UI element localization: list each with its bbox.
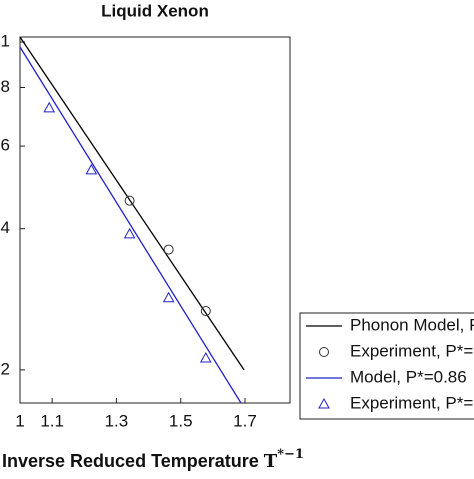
x-tick-label: 1 [15, 411, 24, 430]
x-label-symbol: T [264, 451, 278, 472]
legend-label: Experiment, P*= [350, 393, 473, 412]
x-label-text: Inverse Reduced Temperature [2, 451, 259, 471]
plot-frame [19, 36, 291, 404]
x-axis-label: Inverse Reduced Temperature T*−1 [2, 447, 304, 473]
legend-label: Model, P*=0.86 [350, 367, 467, 386]
data-point [163, 244, 174, 255]
y-tick-label: 8 [1, 77, 10, 96]
data-point [200, 306, 211, 317]
data-point [199, 351, 212, 363]
series-line [19, 36, 245, 371]
x-tick-label: 1.3 [105, 411, 129, 430]
y-tick-label: 2 [1, 359, 10, 378]
data-point [85, 163, 98, 175]
legend-label: Experiment, P*= [350, 341, 473, 360]
y-tick-label: 1 [1, 32, 10, 51]
data-point [124, 195, 135, 206]
y-tick-label: 6 [1, 136, 10, 155]
x-tick-label: 1.7 [233, 411, 257, 430]
x-tick-label: 1.1 [40, 411, 64, 430]
legend-label: Phonon Model, P [350, 315, 474, 334]
chart-title: Liquid Xenon [101, 1, 209, 20]
series-line [19, 46, 242, 404]
legend-box [299, 312, 474, 420]
legend-swatch [319, 347, 329, 357]
x-tick-label: 1.5 [169, 411, 193, 430]
data-point [43, 101, 56, 113]
y-tick-label: 4 [1, 218, 10, 237]
legend-swatch [318, 397, 330, 409]
data-point [123, 227, 136, 239]
x-label-sup: *−1 [277, 447, 304, 462]
data-point [162, 291, 175, 303]
